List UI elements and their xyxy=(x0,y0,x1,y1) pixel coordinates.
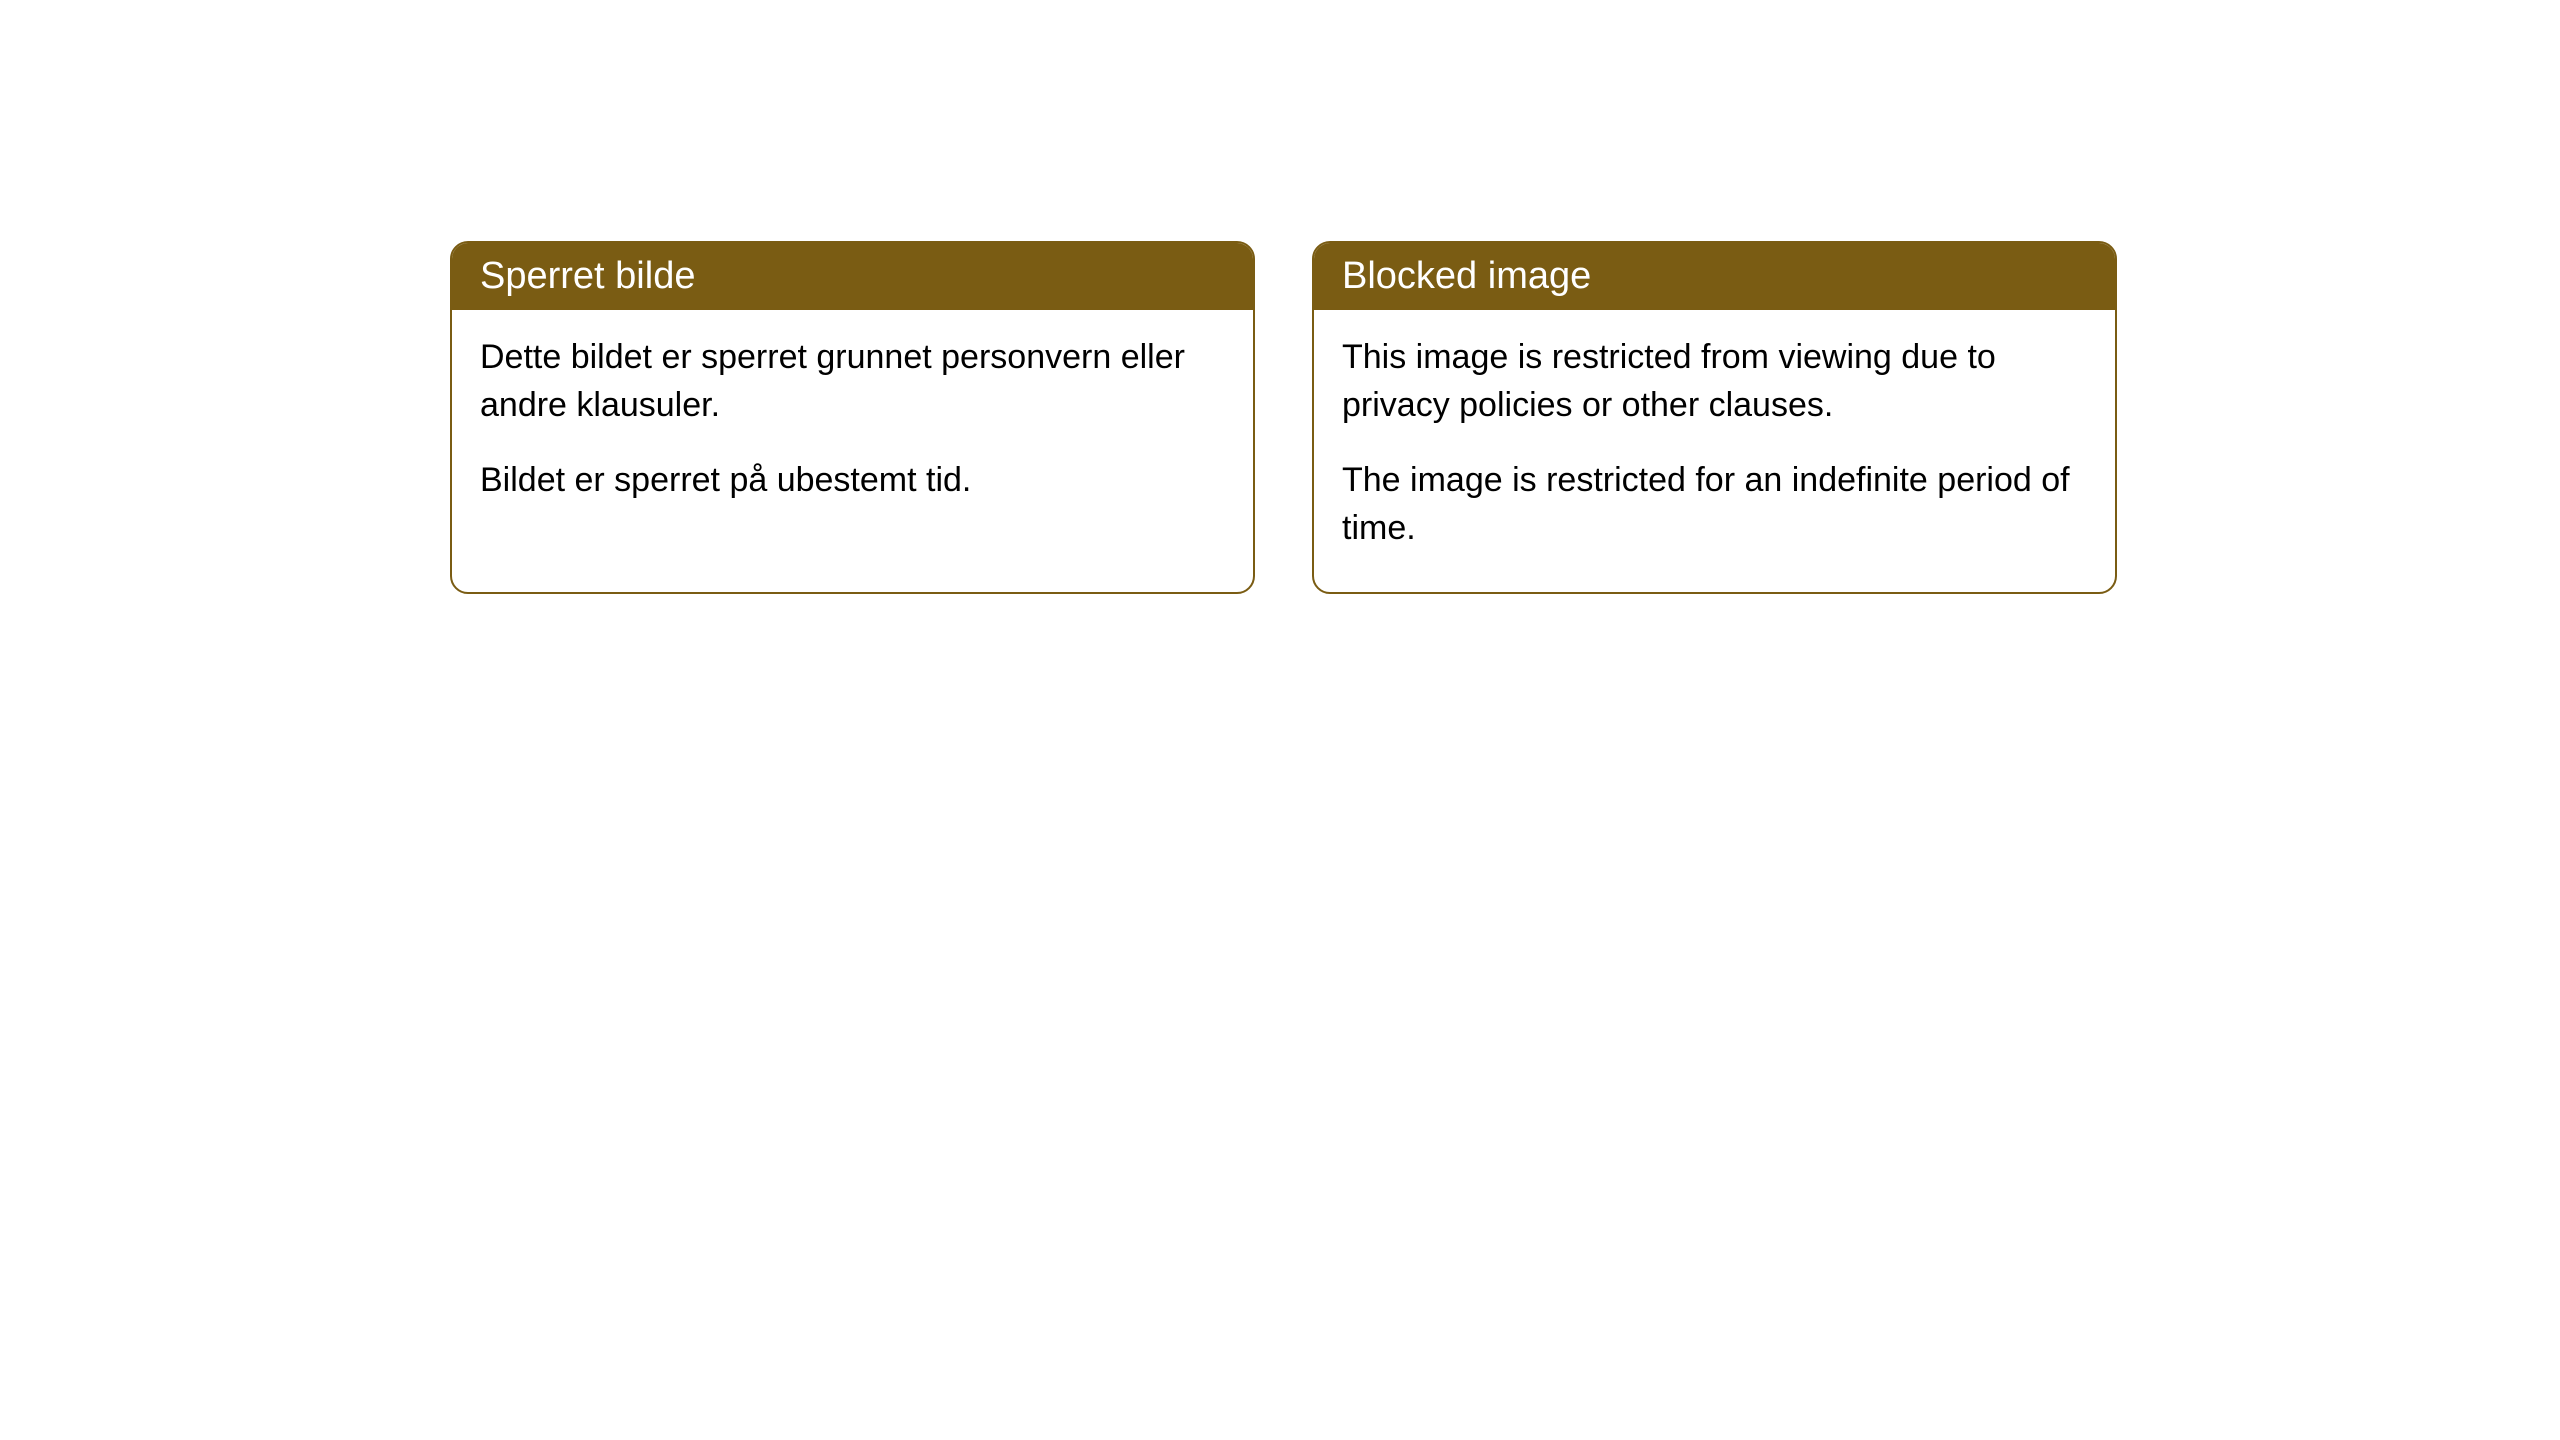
card-paragraph: The image is restricted for an indefinit… xyxy=(1342,457,2087,552)
card-body: Dette bildet er sperret grunnet personve… xyxy=(452,310,1253,545)
notice-card-english: Blocked image This image is restricted f… xyxy=(1312,241,2117,594)
card-body: This image is restricted from viewing du… xyxy=(1314,310,2115,592)
card-title: Sperret bilde xyxy=(480,255,695,297)
card-paragraph: This image is restricted from viewing du… xyxy=(1342,334,2087,429)
card-title: Blocked image xyxy=(1342,255,1591,297)
card-paragraph: Bildet er sperret på ubestemt tid. xyxy=(480,457,1225,505)
card-header: Blocked image xyxy=(1314,243,2115,310)
notice-card-norwegian: Sperret bilde Dette bildet er sperret gr… xyxy=(450,241,1255,594)
card-paragraph: Dette bildet er sperret grunnet personve… xyxy=(480,334,1225,429)
notice-cards-container: Sperret bilde Dette bildet er sperret gr… xyxy=(450,241,2117,594)
card-header: Sperret bilde xyxy=(452,243,1253,310)
